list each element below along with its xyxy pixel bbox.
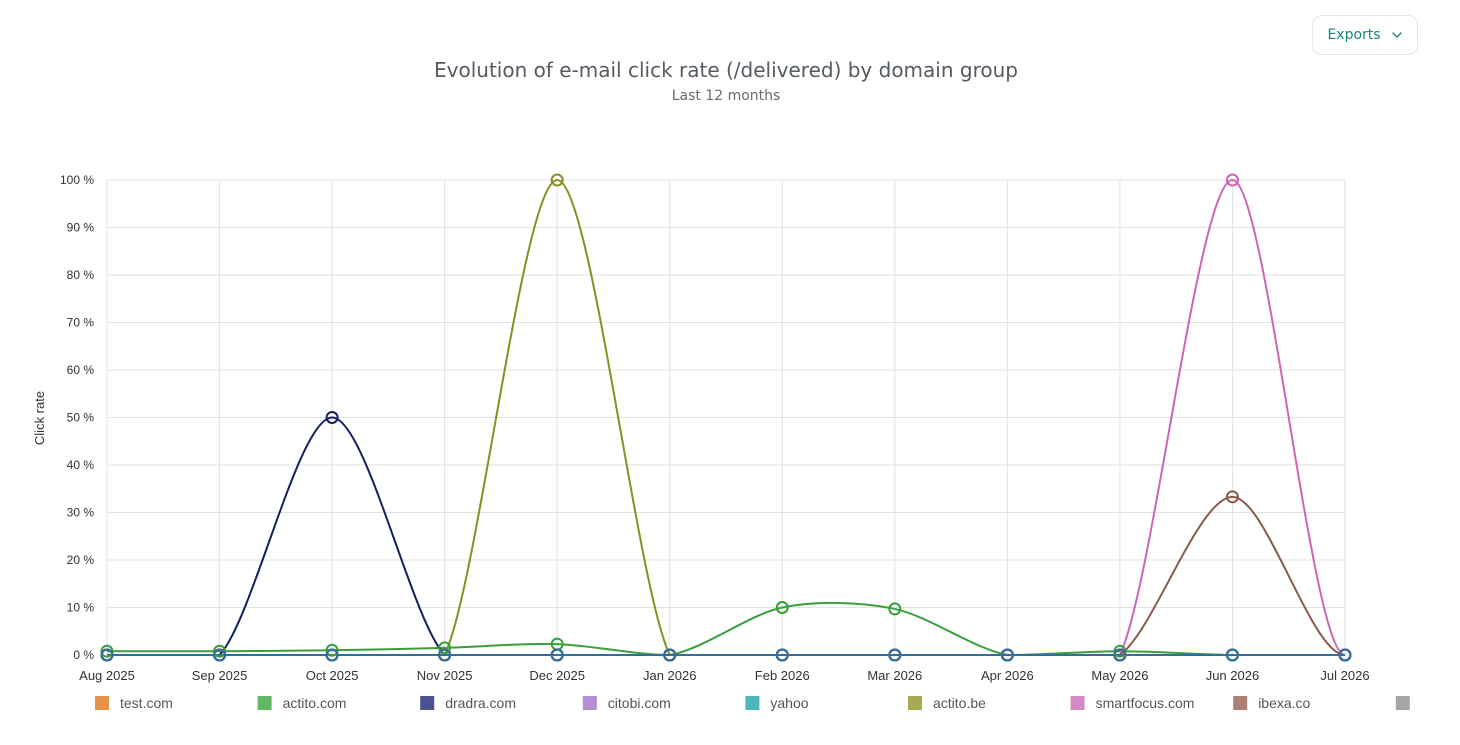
x-tick-label: Jan 2026 [643,668,697,683]
series-line-actito.com [106,601,1345,657]
legend-swatch[interactable] [1233,696,1248,710]
legend-swatch[interactable] [582,696,597,710]
data-point[interactable] [1113,648,1127,662]
y-tick-label: 0 % [73,648,94,662]
data-point[interactable] [438,648,452,662]
x-tick-label: Dec 2025 [529,668,585,683]
x-tick-label: Mar 2026 [867,668,922,683]
data-point[interactable] [775,648,789,662]
chart-subtitle: Last 12 months [671,88,781,104]
legend-label[interactable]: yahoo [770,695,808,711]
data-point[interactable] [775,601,789,614]
data-point[interactable] [663,648,677,662]
legend-swatch[interactable] [420,696,435,710]
data-point[interactable] [550,648,564,662]
y-tick-label: 70 % [67,316,95,330]
x-tick-label: Nov 2025 [417,668,473,683]
chart-legend: test.com actito.com dradra.com citobi.com ya… [95,695,1410,711]
data-point[interactable] [325,411,339,424]
data-point[interactable] [100,648,114,662]
data-point[interactable] [550,637,564,651]
y-tick-label: 10 % [67,601,95,615]
series-lines [106,178,1346,657]
legend-label[interactable]: smartfocus.com [1096,695,1195,711]
y-tick-label: 20 % [67,553,95,567]
legend-label[interactable]: dradra.com [445,695,516,711]
data-point[interactable] [1113,644,1127,658]
data-point[interactable] [1338,648,1352,662]
data-point[interactable] [888,648,902,662]
series-points [100,173,1352,662]
data-point[interactable] [213,644,227,658]
x-axis-ticks: Aug 2025 Sep 2025 Oct 2025 Nov 2025 Dec 2025… [79,668,1369,683]
x-tick-label: Jun 2026 [1206,668,1260,683]
y-tick-label: 50 % [67,411,95,425]
legend-label[interactable]: citobi.com [608,695,671,711]
legend-swatch[interactable] [257,696,272,710]
exports-label: Exports [1327,27,1381,43]
y-tick-label: 60 % [67,363,95,377]
legend-swatch[interactable] [1070,696,1085,710]
legend-label[interactable]: actito.com [283,695,347,711]
data-point[interactable] [550,173,564,187]
y-tick-label: 30 % [67,506,95,520]
series-line-dradra.com [107,416,1345,656]
data-point[interactable] [888,602,902,616]
x-tick-label: Aug 2025 [79,668,135,683]
chevron-down-icon [1391,32,1402,38]
y-axis-title: Click rate [32,391,47,445]
x-tick-label: Oct 2025 [306,668,359,683]
exports-button[interactable]: Exports [1312,15,1418,55]
legend-label[interactable]: test.com [120,695,173,711]
x-tick-label: May 2026 [1091,668,1148,683]
legend-swatch[interactable] [95,696,109,710]
chart-title: Evolution of e-mail click rate (/deliver… [434,58,1018,82]
x-tick-label: Jul 2026 [1320,668,1369,683]
data-point[interactable] [325,648,339,662]
data-point[interactable] [1225,648,1239,662]
x-tick-label: Feb 2026 [755,668,810,683]
data-point[interactable] [325,643,339,657]
legend-swatch[interactable] [745,696,760,710]
data-point[interactable] [100,644,114,658]
data-point[interactable] [1000,648,1014,662]
y-tick-label: 100 % [60,173,94,187]
x-tick-label: Sep 2025 [192,668,248,683]
data-point[interactable] [1225,490,1239,504]
chart-grid [106,179,1346,656]
data-point[interactable] [213,648,227,662]
legend-swatch[interactable] [1395,696,1410,710]
y-axis-ticks: 0 % 10 % 20 % 30 % 40 % 50 % 60 % 70 % 80 % 90 % 1… [60,173,94,662]
y-tick-label: 40 % [67,458,95,472]
y-tick-label: 90 % [67,221,95,235]
legend-swatch[interactable] [908,696,922,710]
x-tick-label: Apr 2026 [981,668,1034,683]
legend-label[interactable]: actito.be [933,695,986,711]
y-tick-label: 80 % [67,268,95,282]
legend-label[interactable]: ibexa.co [1258,695,1310,711]
data-point[interactable] [438,641,452,655]
data-point[interactable] [1225,173,1239,187]
